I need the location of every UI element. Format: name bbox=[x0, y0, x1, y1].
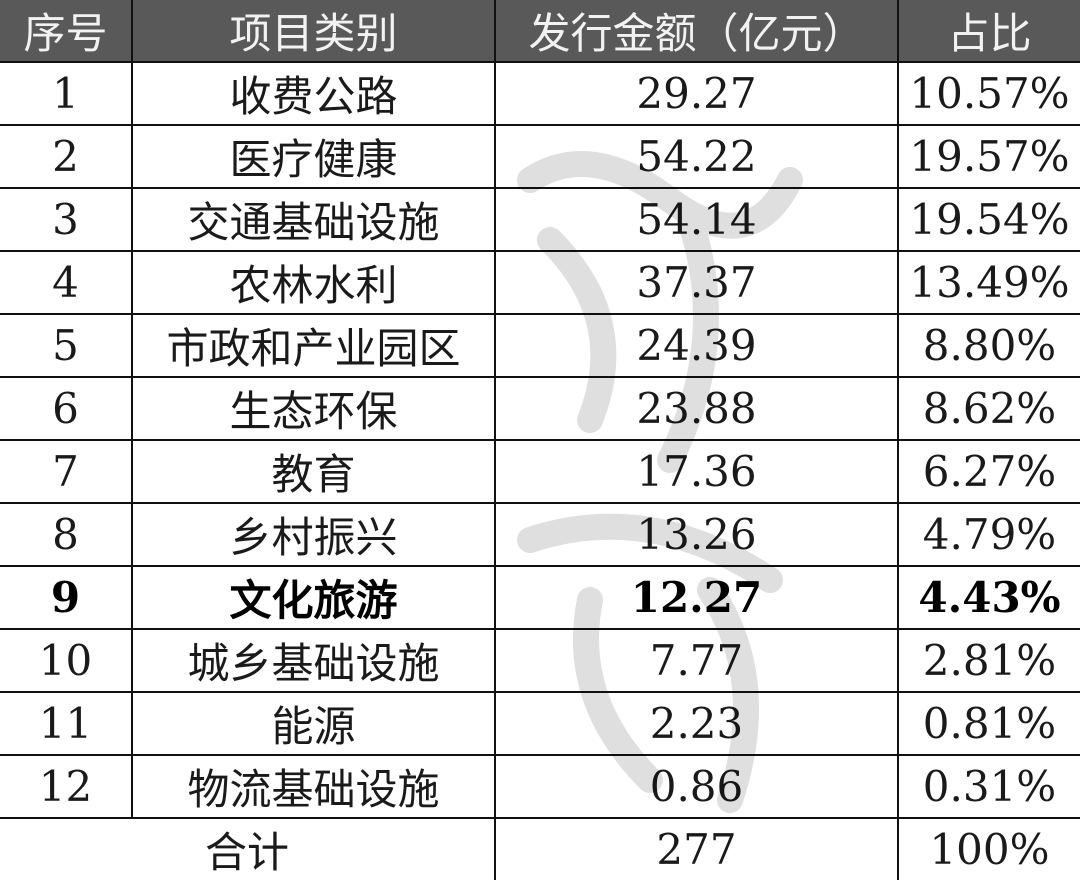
total-amount: 277 bbox=[494, 817, 899, 880]
cell-share: 0.81% bbox=[897, 691, 1080, 756]
cell-amount: 7.77 bbox=[494, 628, 899, 693]
table-row: 4 农林水利 37.37 13.49% bbox=[0, 250, 1080, 315]
cell-no: 7 bbox=[0, 439, 133, 504]
cell-category: 乡村振兴 bbox=[131, 502, 496, 567]
cell-no: 4 bbox=[0, 250, 133, 315]
header-share: 占比 bbox=[897, 0, 1080, 63]
cell-category: 教育 bbox=[131, 439, 496, 504]
cell-share: 19.57% bbox=[897, 124, 1080, 189]
cell-category: 城乡基础设施 bbox=[131, 628, 496, 693]
total-share: 100% bbox=[897, 817, 1080, 880]
cell-share: 8.80% bbox=[897, 313, 1080, 378]
total-row: 合计 277 100% bbox=[0, 817, 1080, 880]
cell-no: 6 bbox=[0, 376, 133, 441]
cell-category: 收费公路 bbox=[131, 61, 496, 126]
cell-category: 市政和产业园区 bbox=[131, 313, 496, 378]
cell-no: 12 bbox=[0, 754, 133, 819]
cell-share: 4.79% bbox=[897, 502, 1080, 567]
table-row: 7 教育 17.36 6.27% bbox=[0, 439, 1080, 504]
cell-no: 1 bbox=[0, 61, 133, 126]
table-row: 3 交通基础设施 54.14 19.54% bbox=[0, 187, 1080, 252]
table-row: 5 市政和产业园区 24.39 8.80% bbox=[0, 313, 1080, 378]
table-row: 2 医疗健康 54.22 19.57% bbox=[0, 124, 1080, 189]
cell-category: 医疗健康 bbox=[131, 124, 496, 189]
cell-no: 2 bbox=[0, 124, 133, 189]
table-row: 11 能源 2.23 0.81% bbox=[0, 691, 1080, 756]
header-no: 序号 bbox=[0, 0, 133, 63]
table-row: 8 乡村振兴 13.26 4.79% bbox=[0, 502, 1080, 567]
cell-amount: 54.14 bbox=[494, 187, 899, 252]
cell-amount: 2.23 bbox=[494, 691, 899, 756]
total-label: 合计 bbox=[0, 817, 496, 880]
cell-share: 2.81% bbox=[897, 628, 1080, 693]
cell-no: 8 bbox=[0, 502, 133, 567]
cell-category: 文化旅游 bbox=[131, 565, 496, 630]
header-category: 项目类别 bbox=[131, 0, 496, 63]
cell-amount: 37.37 bbox=[494, 250, 899, 315]
cell-share: 13.49% bbox=[897, 250, 1080, 315]
cell-amount: 13.26 bbox=[494, 502, 899, 567]
cell-amount: 12.27 bbox=[494, 565, 899, 630]
cell-share: 10.57% bbox=[897, 61, 1080, 126]
cell-no: 5 bbox=[0, 313, 133, 378]
cell-category: 能源 bbox=[131, 691, 496, 756]
cell-no: 10 bbox=[0, 628, 133, 693]
header-row: 序号 项目类别 发行金额（亿元） 占比 bbox=[0, 0, 1080, 63]
cell-share: 4.43% bbox=[897, 565, 1080, 630]
cell-share: 8.62% bbox=[897, 376, 1080, 441]
cell-category: 生态环保 bbox=[131, 376, 496, 441]
table-row: 6 生态环保 23.88 8.62% bbox=[0, 376, 1080, 441]
cell-amount: 54.22 bbox=[494, 124, 899, 189]
cell-share: 19.54% bbox=[897, 187, 1080, 252]
cell-no: 9 bbox=[0, 565, 133, 630]
cell-share: 0.31% bbox=[897, 754, 1080, 819]
cell-no: 3 bbox=[0, 187, 133, 252]
cell-category: 物流基础设施 bbox=[131, 754, 496, 819]
cell-category: 交通基础设施 bbox=[131, 187, 496, 252]
cell-amount: 29.27 bbox=[494, 61, 899, 126]
cell-category: 农林水利 bbox=[131, 250, 496, 315]
cell-amount: 17.36 bbox=[494, 439, 899, 504]
cell-amount: 24.39 bbox=[494, 313, 899, 378]
cell-amount: 0.86 bbox=[494, 754, 899, 819]
cell-amount: 23.88 bbox=[494, 376, 899, 441]
cell-no: 11 bbox=[0, 691, 133, 756]
cell-share: 6.27% bbox=[897, 439, 1080, 504]
header-amount: 发行金额（亿元） bbox=[494, 0, 899, 63]
table-row: 9 文化旅游 12.27 4.43% bbox=[0, 565, 1080, 630]
table-row: 12 物流基础设施 0.86 0.31% bbox=[0, 754, 1080, 819]
table-row: 10 城乡基础设施 7.77 2.81% bbox=[0, 628, 1080, 693]
table-row: 1 收费公路 29.27 10.57% bbox=[0, 61, 1080, 126]
